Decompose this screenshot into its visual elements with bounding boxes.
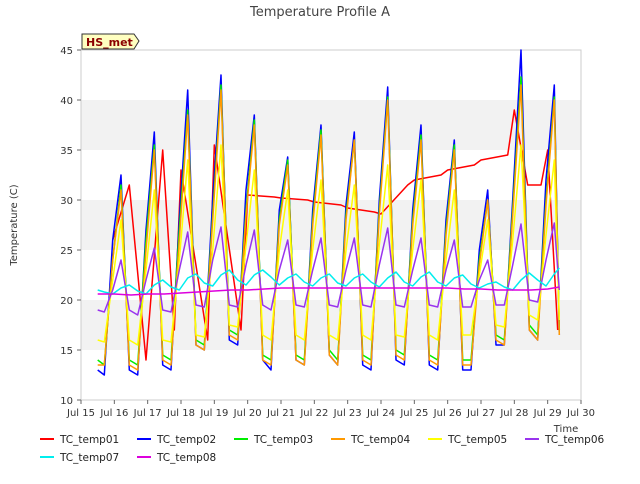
legend-item-TC_temp01: TC_temp01 [40, 434, 119, 446]
x-tick-label: Jul 16 [99, 408, 128, 419]
legend-item-TC_temp05: TC_temp05 [428, 434, 507, 446]
series-line-TC_temp08 [97, 286, 560, 296]
legend-label: TC_temp04 [350, 434, 411, 446]
legend-label: TC_temp01 [59, 434, 119, 446]
x-tick-label: Jul 20 [233, 408, 262, 419]
x-tick-label: Jul 24 [366, 408, 395, 419]
series-line-TC_temp07 [97, 267, 560, 295]
hs-met-label: HS_met [86, 36, 133, 49]
x-tick-label: Jul 17 [133, 408, 162, 419]
grid-band [81, 350, 581, 400]
y-tick-label: 45 [60, 46, 73, 57]
x-tick-label: Jul 23 [333, 408, 362, 419]
y-tick-label: 10 [60, 396, 73, 407]
y-axis-label: Temperature (C) [9, 184, 20, 266]
y-tick-label: 25 [60, 246, 73, 257]
legend-label: TC_temp08 [156, 452, 216, 464]
y-tick-label: 30 [60, 196, 73, 207]
grid-band [81, 100, 581, 150]
legend-item-TC_temp02: TC_temp02 [137, 434, 216, 446]
legend-item-TC_temp04: TC_temp04 [331, 434, 411, 446]
grid-bands [81, 50, 581, 400]
x-tick-label: Jul 21 [266, 408, 295, 419]
y-tick-label: 20 [60, 296, 73, 307]
y-tick-label: 35 [60, 146, 73, 157]
legend-item-TC_temp08: TC_temp08 [137, 452, 216, 464]
legend-label: TC_temp07 [59, 452, 119, 464]
legend-item-TC_temp03: TC_temp03 [234, 434, 313, 446]
legend-label: TC_temp03 [253, 434, 313, 446]
legend-label: TC_temp05 [447, 434, 507, 446]
grid-band [81, 50, 581, 100]
legend-item-TC_temp06: TC_temp06 [525, 434, 605, 446]
chart-title: Temperature Profile A [249, 5, 390, 20]
x-tick-label: Jul 29 [533, 408, 562, 419]
legend: TC_temp01 TC_temp02 TC_temp03 TC_temp04 TC_t… [40, 434, 605, 464]
x-tick-label: Jul 18 [166, 408, 195, 419]
series-line-TC_temp05 [97, 144, 561, 346]
series-line-TC_temp01 [111, 109, 559, 361]
y-tick-label: 15 [60, 346, 73, 357]
legend-label: TC_temp02 [156, 434, 216, 446]
x-tick-label: Jul 15 [66, 408, 95, 419]
hs-met-badge: HS_met [81, 33, 140, 50]
legend-item-TC_temp07: TC_temp07 [40, 452, 119, 464]
x-tick-label: Jul 25 [399, 408, 428, 419]
x-tick-label: Jul 30 [566, 408, 595, 419]
legend-label: TC_temp06 [544, 434, 605, 446]
series-line-TC_temp04 [97, 84, 561, 371]
x-tick-label: Jul 22 [299, 408, 328, 419]
axes-layer: 10 15 20 25 30 35 40 45 Jul 15 Jul 16 Jul 17 Jul 18… [60, 46, 595, 419]
x-tick-label: Jul 26 [433, 408, 462, 419]
series-layer [97, 49, 561, 376]
y-tick-label: 40 [60, 96, 73, 107]
x-axis-label: Time [553, 424, 578, 435]
x-tick-label: Jul 28 [499, 408, 528, 419]
plot-area-frame [80, 49, 582, 401]
x-tick-label: Jul 19 [199, 408, 228, 419]
grid-band [81, 200, 581, 250]
series-line-TC_temp06 [97, 222, 561, 316]
x-tick-label: Jul 27 [466, 408, 495, 419]
